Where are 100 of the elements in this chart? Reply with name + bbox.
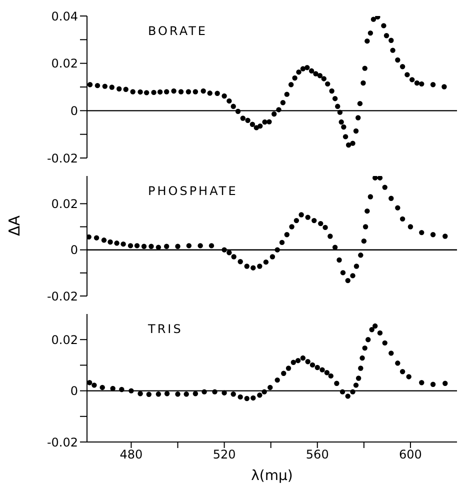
point xyxy=(284,232,290,238)
point xyxy=(120,241,126,247)
y-tick-label: -0.02 xyxy=(46,435,78,450)
point xyxy=(395,360,400,366)
x-tick-label: 480 xyxy=(120,448,143,462)
point xyxy=(281,370,286,376)
point xyxy=(372,176,378,180)
point xyxy=(354,264,360,269)
point xyxy=(238,394,243,400)
point xyxy=(305,359,310,364)
x-tick-label: 560 xyxy=(306,448,329,462)
point xyxy=(382,184,388,190)
point xyxy=(250,395,256,401)
x-tick-label: 600 xyxy=(399,448,422,462)
point xyxy=(257,392,262,398)
point xyxy=(400,369,406,374)
point xyxy=(366,337,371,342)
point xyxy=(114,240,120,246)
text: PHOSPHATE xyxy=(148,184,238,198)
point xyxy=(340,389,346,394)
point xyxy=(312,218,317,224)
point xyxy=(274,247,280,252)
point xyxy=(198,243,203,248)
point xyxy=(94,235,100,240)
point xyxy=(295,358,301,364)
point xyxy=(222,390,227,396)
point xyxy=(108,239,113,245)
point xyxy=(406,374,412,380)
point xyxy=(388,196,394,201)
point xyxy=(377,176,383,180)
point xyxy=(300,355,306,361)
point xyxy=(156,244,162,250)
point xyxy=(138,391,143,396)
point xyxy=(192,391,198,396)
point xyxy=(110,386,116,392)
point xyxy=(286,366,292,371)
point xyxy=(400,216,406,222)
y-tick-label: 0.02 xyxy=(51,56,78,71)
point xyxy=(388,350,394,356)
point xyxy=(419,380,424,386)
point xyxy=(270,254,276,260)
point xyxy=(377,330,383,336)
point xyxy=(364,208,370,214)
point xyxy=(334,380,340,386)
point xyxy=(244,396,250,402)
point xyxy=(262,389,267,394)
point xyxy=(148,244,154,249)
y-tick-label: 0 xyxy=(70,104,78,118)
point xyxy=(257,264,262,269)
point xyxy=(298,212,304,218)
point xyxy=(87,234,92,240)
point xyxy=(362,224,368,230)
point xyxy=(244,264,250,269)
point xyxy=(263,259,269,265)
x-axis-title: λ(mμ) xyxy=(251,468,293,484)
text: TRIS xyxy=(148,322,183,336)
point xyxy=(430,382,436,387)
point xyxy=(175,392,180,397)
point xyxy=(332,244,338,250)
point xyxy=(222,247,227,252)
text: BORATE xyxy=(148,24,208,38)
point xyxy=(358,252,364,258)
point xyxy=(345,278,350,284)
point xyxy=(238,259,243,264)
x-tick-label: 520 xyxy=(212,448,236,462)
point xyxy=(279,240,285,246)
point xyxy=(408,224,414,230)
point xyxy=(350,389,356,394)
point xyxy=(430,232,436,238)
point xyxy=(141,244,147,249)
point xyxy=(289,224,294,230)
point xyxy=(186,243,192,248)
point xyxy=(164,391,170,396)
point xyxy=(322,224,328,230)
point xyxy=(442,234,448,239)
point xyxy=(87,380,92,386)
point xyxy=(328,373,334,379)
point xyxy=(395,205,400,210)
point xyxy=(442,380,448,386)
point xyxy=(324,370,330,376)
y-tick-label: 0 xyxy=(70,384,78,398)
point xyxy=(268,384,273,390)
point xyxy=(318,220,324,226)
point xyxy=(353,382,359,388)
point xyxy=(230,392,236,397)
y-tick-label: -0.02 xyxy=(46,289,78,304)
point xyxy=(202,389,207,394)
point xyxy=(372,323,378,329)
point xyxy=(310,362,316,368)
point xyxy=(146,392,152,397)
point xyxy=(101,238,107,243)
point xyxy=(128,243,134,248)
point xyxy=(274,377,280,383)
point xyxy=(314,364,320,370)
point xyxy=(382,340,388,346)
y-tick-label: 0.02 xyxy=(51,332,78,347)
point xyxy=(128,388,134,394)
point xyxy=(350,273,356,278)
point xyxy=(328,234,333,239)
y-tick-label: -0.02 xyxy=(46,151,78,166)
